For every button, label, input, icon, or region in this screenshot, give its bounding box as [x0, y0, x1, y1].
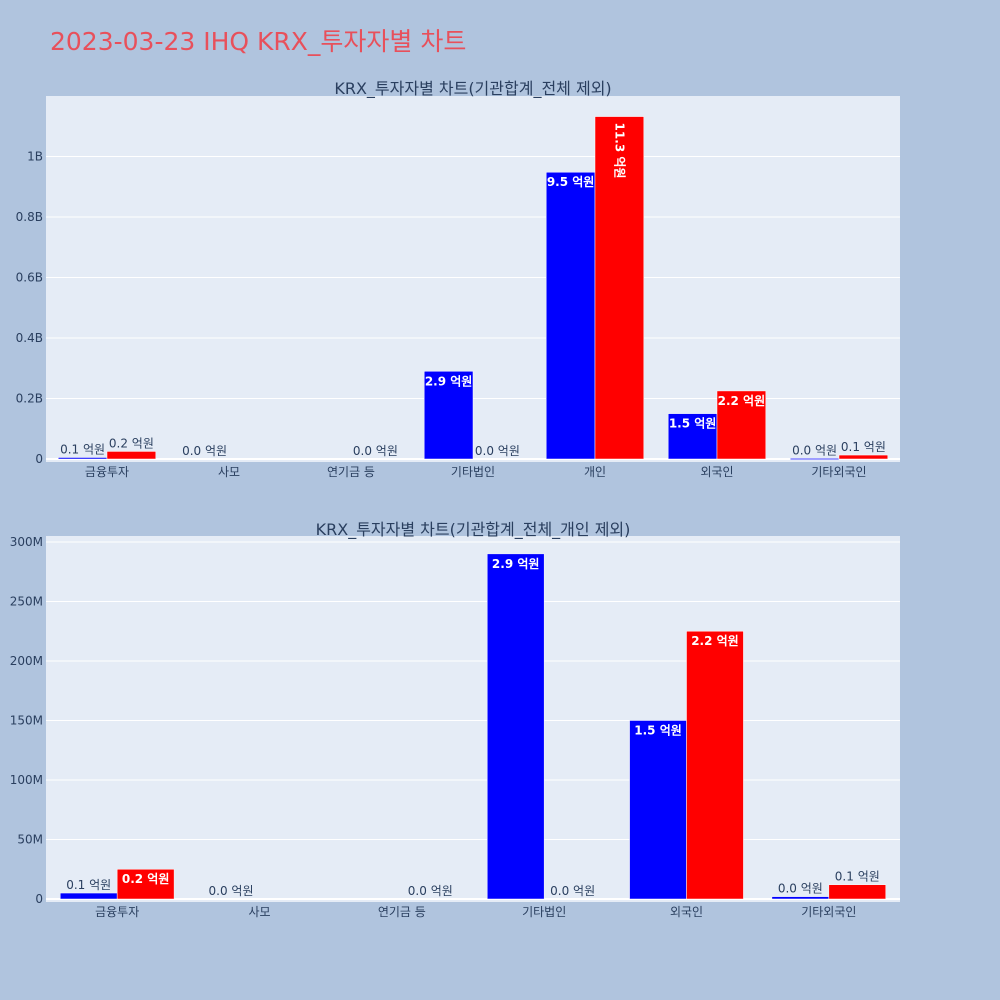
bar-value-label: 0.1 억원 [60, 442, 105, 456]
page-title: 2023-03-23 IHQ KRX_투자자별 차트 [50, 27, 467, 56]
y-tick-label: 50M [17, 832, 43, 846]
chart-title: KRX_투자자별 차트(기관합계_전체_개인 제외) [316, 520, 631, 540]
bar [423, 371, 474, 460]
y-tick-label: 0 [35, 892, 43, 906]
y-tick-label: 100M [10, 773, 43, 787]
y-tick-label: 150M [10, 713, 43, 727]
x-tick-label: 연기금 등 [378, 905, 426, 919]
bar [486, 553, 545, 900]
bar [828, 884, 887, 900]
bar-value-label: 0.1 억원 [841, 440, 886, 454]
chart-title: KRX_투자자별 차트(기관합계_전체 제외) [334, 79, 611, 99]
bar [545, 171, 596, 460]
bar-value-label: 0.0 억원 [550, 884, 595, 898]
x-tick-label: 사모 [218, 465, 240, 479]
y-tick-label: 200M [10, 654, 43, 668]
bar-value-label: 1.5 억원 [669, 417, 717, 431]
bar-value-label: 0.0 억원 [778, 882, 823, 896]
bar [59, 892, 118, 900]
y-tick-label: 0.2B [16, 392, 43, 406]
bar [686, 630, 744, 900]
bar [106, 451, 157, 460]
x-tick-label: 기타외국인 [801, 905, 856, 919]
x-tick-label: 기타법인 [451, 465, 495, 479]
chart-top: KRX_투자자별 차트(기관합계_전체 제외) 0 0.2B 0.4B 0.6B 0.8B… [16, 79, 900, 479]
bar [716, 390, 767, 460]
bar-value-label: 2.2 억원 [718, 394, 766, 408]
y-tick-label: 300M [10, 535, 43, 549]
y-tick-label: 0 [35, 452, 43, 466]
bar [667, 413, 718, 460]
bar [629, 720, 687, 900]
bar-value-label: 0.0 억원 [182, 444, 227, 458]
bar-value-label: 0.0 억원 [475, 444, 520, 458]
y-tick-label: 0.4B [16, 331, 43, 345]
y-tick-label: 1B [27, 150, 43, 164]
bar [838, 454, 889, 460]
bar-value-label: 2.9 억원 [425, 374, 473, 388]
x-tick-label: 연기금 등 [327, 465, 375, 479]
bar-value-label: 2.9 억원 [492, 557, 540, 571]
chart-bottom: KRX_투자자별 차트(기관합계_전체_개인 제외) 0 50M 100M 150M 20… [10, 520, 900, 919]
bar-value-label: 0.2 억원 [122, 872, 170, 886]
x-tick-label: 금융투자 [95, 905, 139, 919]
x-tick-label: 외국인 [670, 905, 703, 919]
bar [771, 896, 830, 900]
x-tick-label: 개인 [584, 465, 606, 479]
bar-value-label: 0.1 억원 [835, 870, 880, 884]
bar [594, 116, 645, 460]
y-tick-label: 250M [10, 594, 43, 608]
y-tick-label: 0.8B [16, 210, 43, 224]
x-tick-label: 외국인 [700, 465, 733, 479]
x-tick-label: 기타외국인 [811, 465, 866, 479]
bar-value-label: 0.0 억원 [408, 884, 453, 898]
bar [57, 457, 108, 460]
bar-value-label: 11.3 억원 [612, 123, 626, 179]
bar [116, 868, 175, 900]
bar-value-label: 9.5 억원 [547, 175, 595, 189]
x-tick-label: 사모 [248, 905, 270, 919]
bar [789, 458, 840, 460]
x-tick-label: 금융투자 [85, 465, 129, 479]
bar-value-label: 0.0 억원 [792, 443, 837, 457]
bar-value-label: 1.5 억원 [634, 723, 682, 737]
bar-value-label: 0.1 억원 [66, 878, 111, 892]
bar-value-label: 0.2 억원 [109, 436, 154, 450]
bar-value-label: 2.2 억원 [691, 634, 739, 648]
bar-value-label: 0.0 억원 [353, 444, 398, 458]
x-tick-label: 기타법인 [522, 905, 566, 919]
y-tick-label: 0.6B [16, 271, 43, 285]
plot-area [46, 536, 900, 902]
bar-value-label: 0.0 억원 [209, 884, 254, 898]
